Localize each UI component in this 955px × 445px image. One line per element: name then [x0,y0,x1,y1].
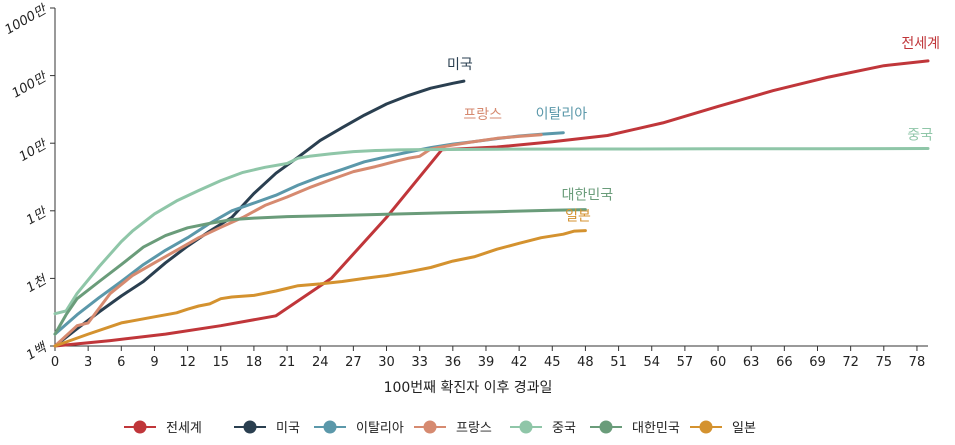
x-tick-label: 45 [544,355,561,370]
y-tick-label: 10만 [17,137,51,165]
y-tick-label: 100만 [10,69,51,101]
x-tick-label: 57 [677,355,694,370]
series-label: 프랑스 [463,107,502,123]
x-tick-label: 0 [51,355,59,370]
legend-swatch-dot [519,420,533,434]
legend-swatch-dot [243,420,257,434]
series-label: 대한민국 [562,188,614,204]
legend-label: 전세계 [166,421,202,436]
series-label: 미국 [447,57,473,73]
x-tick-label: 15 [212,355,229,370]
series-line [53,133,543,348]
x-tick-label: 72 [842,355,859,370]
legend-swatch-dot [133,420,147,434]
x-tick-label: 63 [743,355,760,370]
series-label: 전세계 [901,36,940,52]
x-tick-label: 27 [345,355,362,370]
x-tick-label: 78 [909,355,926,370]
legend-label: 대한민국 [632,421,680,436]
x-tick-label: 60 [710,355,727,370]
series-line [53,208,587,336]
series-line [53,59,930,348]
x-tick-label: 30 [378,355,395,370]
legend-swatch-dot [323,420,337,434]
x-tick-label: 12 [179,355,196,370]
x-tick-label: 24 [312,355,329,370]
series-label: 중국 [907,127,933,143]
x-tick-label: 33 [411,355,428,370]
x-tick-label: 54 [643,355,660,370]
x-tick-label: 39 [478,355,495,370]
y-tick-label: 1백 [24,339,51,363]
series-line [53,147,930,316]
legend-label: 미국 [276,421,300,436]
x-axis-title: 100번째 확진자 이후 경과일 [384,380,553,396]
legend-label: 이탈리아 [356,421,404,436]
y-tick-label: 1만 [24,204,51,228]
x-tick-label: 42 [511,355,528,370]
x-tick-label: 36 [445,355,462,370]
x-tick-label: 18 [246,355,263,370]
legend-label: 중국 [552,421,576,436]
legend-swatch-dot [699,420,713,434]
series-line [53,229,587,348]
y-tick-label: 1천 [24,272,51,296]
x-tick-label: 9 [150,355,158,370]
x-tick-label: 21 [279,355,296,370]
legend-label: 프랑스 [456,421,492,436]
legend-swatch-dot [423,420,437,434]
series-lines [53,59,930,348]
series-label: 이탈리아 [536,107,588,123]
x-tick-label: 75 [876,355,893,370]
x-tick-label: 51 [610,355,627,370]
x-tick-label: 48 [577,355,594,370]
x-tick-label: 69 [809,355,826,370]
x-tick-label: 3 [84,355,92,370]
legend-label: 일본 [732,421,756,436]
series-line [53,79,466,348]
x-tick-label: 66 [776,355,793,370]
legend-swatch-dot [599,420,613,434]
series-label: 일본 [565,209,591,225]
x-tick-label: 6 [117,355,125,370]
legend: 전세계 미국 이탈리아 프랑스 중국 대한민국 일본 [124,420,756,436]
y-tick-label: 1000만 [2,1,50,38]
